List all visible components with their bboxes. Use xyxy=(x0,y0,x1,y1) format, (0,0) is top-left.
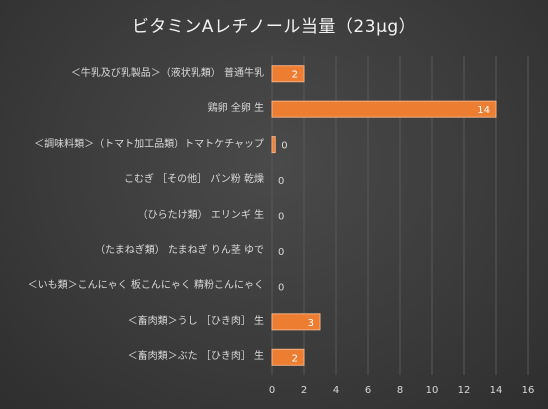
x-tick-label: 14 xyxy=(490,385,503,396)
x-tick-label: 8 xyxy=(397,385,403,396)
x-tick-label: 0 xyxy=(269,385,275,396)
x-tick-label: 16 xyxy=(522,385,535,396)
data-label: 3 xyxy=(308,318,314,329)
data-label: 0 xyxy=(278,212,284,223)
data-label: 0 xyxy=(278,247,284,258)
y-tick-label: ＜畜肉類＞ぶた ［ひき肉］ 生 xyxy=(127,351,264,363)
y-tick-label: 鶏卵 全卵 生 xyxy=(207,103,264,115)
y-tick-label: ＜畜肉類＞うし ［ひき肉］ 生 xyxy=(127,315,264,327)
y-tick-label: ＜いも類＞こんにゃく 板こんにゃく 精粉こんにゃく xyxy=(27,280,264,292)
data-label: 2 xyxy=(292,353,298,364)
x-tick-label: 12 xyxy=(458,385,471,396)
data-label: 0 xyxy=(281,141,287,152)
y-tick-label: （たまねぎ類） たまねぎ りん茎 ゆで xyxy=(95,244,264,256)
y-tick-label: （ひらたけ類） エリンギ 生 xyxy=(137,209,264,221)
bar xyxy=(271,65,305,83)
bar xyxy=(271,348,305,366)
bar xyxy=(271,100,497,118)
y-tick-label: ＜牛乳及び乳製品＞（液状乳類） 普通牛乳 xyxy=(70,67,264,79)
data-label: 0 xyxy=(278,282,284,293)
x-tick-label: 10 xyxy=(426,385,439,396)
bar xyxy=(271,136,276,154)
data-label: 14 xyxy=(477,105,490,116)
chart-title: ビタミンAレチノール当量（23μg） xyxy=(131,17,417,37)
x-tick-label: 4 xyxy=(333,385,339,396)
y-tick-label: こむぎ ［その他］ パン粉 乾燥 xyxy=(123,174,264,186)
y-tick-label: ＜調味料類＞（トマト加工品類）トマトケチャップ xyxy=(34,138,264,150)
data-label: 0 xyxy=(278,176,284,187)
data-label: 2 xyxy=(292,70,298,81)
x-tick-label: 6 xyxy=(365,385,371,396)
bar xyxy=(271,313,321,331)
x-tick-label: 2 xyxy=(301,385,307,396)
